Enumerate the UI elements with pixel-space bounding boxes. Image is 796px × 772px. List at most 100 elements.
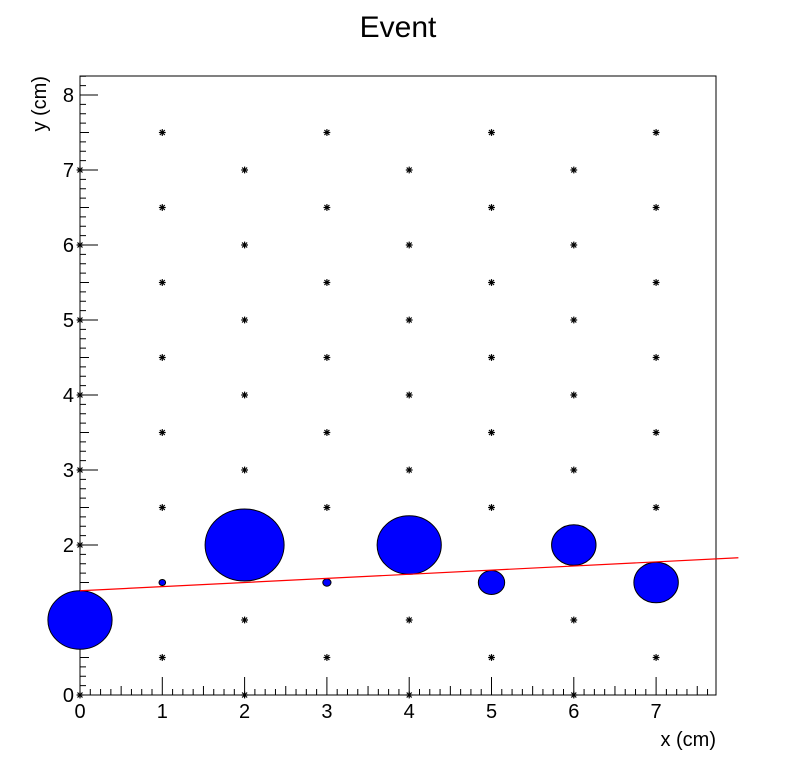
marker-stroke (488, 654, 495, 661)
grid-marker (241, 316, 248, 324)
marker-stroke (323, 429, 330, 436)
marker-stroke (406, 242, 413, 248)
grid-marker (652, 429, 660, 436)
marker-stroke (159, 354, 166, 361)
grid-marker (405, 691, 413, 699)
grid-marker (570, 616, 578, 624)
marker-stroke (241, 317, 248, 323)
grid-marker (323, 204, 331, 211)
marker-stroke (570, 242, 577, 248)
grid-marker (488, 129, 495, 136)
x-tick-label: 7 (651, 701, 662, 723)
grid-marker (241, 241, 248, 249)
y-tick-label: 3 (63, 460, 74, 482)
grid-marker (76, 691, 84, 699)
grid-marker (570, 166, 578, 174)
grid-marker (323, 654, 331, 661)
marker-stroke (241, 617, 248, 623)
hit-circle (204, 508, 285, 582)
marker-stroke (570, 617, 577, 623)
fit-line-group (79, 557, 739, 592)
marker-stroke (159, 129, 166, 136)
grid-marker (158, 354, 166, 361)
grid-marker (488, 204, 495, 211)
marker-stroke (77, 392, 83, 398)
grid-marker (488, 354, 495, 361)
marker-stroke (406, 467, 413, 473)
grid-marker (570, 316, 578, 324)
grid-marker (158, 429, 166, 436)
marker-stroke (241, 392, 248, 398)
x-tick-label: 3 (321, 701, 332, 723)
x-tick-label: 1 (157, 701, 168, 723)
hit-circle (633, 561, 679, 604)
marker-stroke (653, 354, 660, 361)
marker-stroke (77, 242, 83, 248)
marker-stroke (488, 204, 495, 211)
x-tick-label: 5 (486, 701, 497, 723)
grid-marker (76, 166, 84, 174)
grid-marker (76, 391, 84, 399)
grid-marker (405, 391, 413, 399)
grid-marker (241, 391, 248, 399)
plot-frame (79, 75, 717, 696)
grid-marker (652, 354, 660, 361)
marker-stroke (323, 354, 330, 361)
marker-stroke (241, 167, 248, 173)
marker-stroke (653, 279, 660, 286)
marker-stroke (653, 429, 660, 436)
grid-marker (158, 504, 166, 511)
grid-marker (323, 504, 331, 511)
x-axis-ticks (79, 677, 709, 695)
grid-marker (405, 241, 413, 249)
grid-marker (405, 166, 413, 174)
grid-marker (323, 279, 331, 286)
grid-marker (570, 241, 578, 249)
marker-stroke (77, 167, 83, 173)
grid-marker (158, 279, 166, 286)
marker-stroke (653, 204, 660, 211)
grid-marker (405, 616, 413, 624)
grid-marker (488, 654, 495, 661)
x-axis-title: x (cm) (660, 729, 716, 751)
grid-marker (652, 129, 660, 136)
grid-marker (158, 204, 166, 211)
marker-stroke (241, 467, 248, 473)
marker-stroke (570, 392, 577, 398)
marker-stroke (323, 129, 330, 136)
grid-marker (405, 316, 413, 324)
grid-marker (241, 616, 248, 624)
y-tick-label: 7 (63, 160, 74, 182)
marker-stroke (241, 242, 248, 248)
marker-stroke (406, 692, 413, 698)
marker-stroke (159, 654, 166, 661)
marker-stroke (159, 279, 166, 286)
grid-marker (76, 316, 84, 324)
marker-stroke (323, 279, 330, 286)
grid-marker (158, 654, 166, 661)
marker-stroke (570, 317, 577, 323)
marker-stroke (570, 692, 577, 698)
grid-marker (488, 429, 495, 436)
marker-stroke (488, 429, 495, 436)
grid-marker (652, 279, 660, 286)
marker-stroke (159, 504, 166, 511)
chart-title: Event (360, 11, 437, 44)
marker-stroke (77, 317, 83, 323)
x-tick-label: 0 (74, 701, 85, 723)
grid-marker (570, 691, 578, 699)
grid-marker (158, 129, 166, 136)
grid-marker (652, 504, 660, 511)
marker-stroke (653, 129, 660, 136)
grid-marker (488, 279, 495, 286)
grid-marker (323, 354, 331, 361)
grid-marker (652, 204, 660, 211)
marker-stroke (77, 467, 83, 473)
x-axis-tick-labels: 0 1 2 3 4 5 6 7 (74, 701, 661, 723)
fit-line (79, 557, 739, 592)
grid-marker (323, 129, 331, 136)
hit-circle (158, 579, 167, 586)
marker-stroke (406, 392, 413, 398)
grid-marker (241, 691, 248, 699)
marker-stroke (323, 654, 330, 661)
